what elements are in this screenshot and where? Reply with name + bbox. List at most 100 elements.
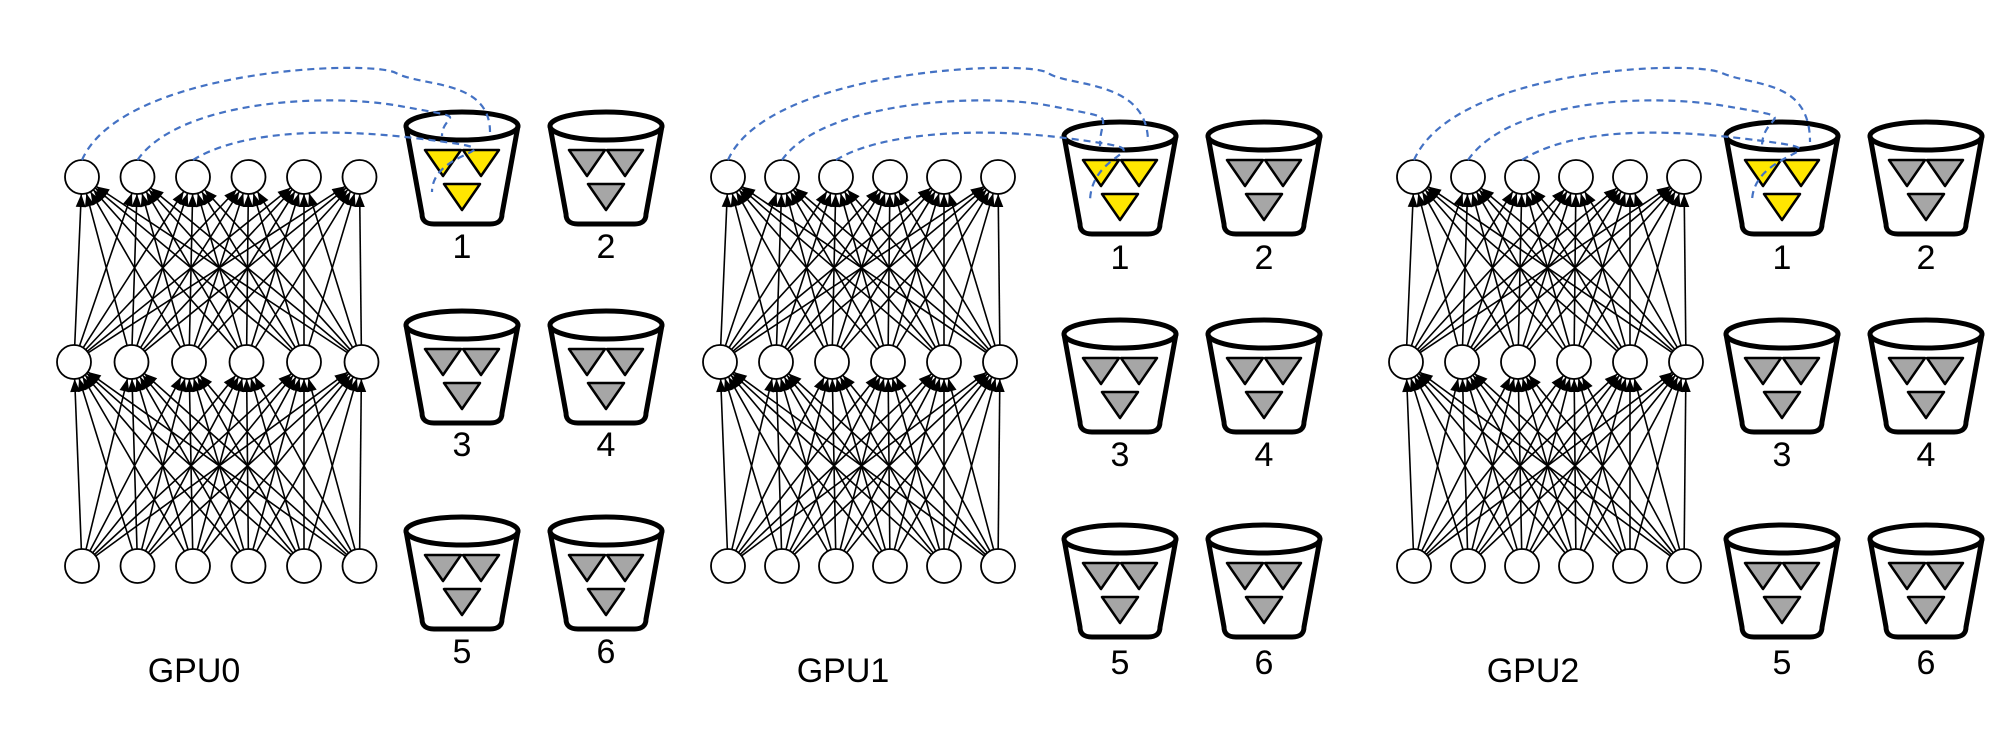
bucket-1: 1 xyxy=(1723,119,1841,277)
bucket-rim xyxy=(403,109,521,143)
edge xyxy=(1416,374,1566,554)
edge xyxy=(1414,190,1514,349)
arrowhead xyxy=(1607,375,1620,389)
highlighted-triangle xyxy=(1100,192,1140,222)
arrowhead xyxy=(335,189,348,203)
arrowhead xyxy=(865,375,878,389)
top-node xyxy=(286,159,322,195)
edge xyxy=(250,192,300,347)
edge xyxy=(997,193,1001,346)
arrowhead xyxy=(930,193,941,208)
arrowhead xyxy=(1664,191,1676,206)
hidden-node xyxy=(758,344,794,380)
edge xyxy=(1423,374,1565,554)
edge xyxy=(78,192,133,347)
edge xyxy=(200,376,297,552)
arrowhead xyxy=(739,189,752,203)
arrowhead xyxy=(307,378,317,393)
arrowhead xyxy=(716,378,727,393)
edge xyxy=(142,188,293,351)
arrowhead xyxy=(146,191,158,206)
arrowhead xyxy=(1625,379,1635,392)
arrowhead xyxy=(946,378,957,393)
arrowhead xyxy=(184,378,195,393)
triangle xyxy=(586,381,626,411)
hidden-node xyxy=(286,344,322,380)
edge xyxy=(1419,371,1671,557)
edge xyxy=(1470,191,1568,348)
triangle xyxy=(1906,595,1946,625)
arrowhead xyxy=(830,193,841,208)
edge xyxy=(1471,378,1515,550)
edge xyxy=(144,376,240,552)
arrowhead xyxy=(883,378,894,393)
arrowhead xyxy=(984,193,995,208)
arrowhead xyxy=(974,373,988,387)
edge xyxy=(1573,193,1577,346)
arrowhead xyxy=(1673,378,1683,393)
arrowhead xyxy=(176,378,187,393)
hidden-node xyxy=(926,344,962,380)
input-node xyxy=(175,548,211,584)
edge xyxy=(843,376,937,552)
edge xyxy=(94,187,292,352)
edge xyxy=(203,189,351,350)
triangle xyxy=(1100,595,1140,625)
arrowhead xyxy=(1625,194,1635,207)
edge xyxy=(831,193,837,346)
edge xyxy=(1472,189,1620,350)
top-node xyxy=(64,159,100,195)
edge xyxy=(1532,374,1676,554)
bucket-label: 5 xyxy=(1111,644,1130,682)
arrowhead xyxy=(1632,378,1643,393)
edge xyxy=(947,193,995,346)
edge xyxy=(1633,378,1681,550)
arrowhead xyxy=(234,378,244,393)
triangle xyxy=(567,553,607,583)
arrowhead xyxy=(338,375,351,389)
edge xyxy=(308,192,358,347)
edge xyxy=(1633,193,1681,346)
edge xyxy=(895,376,991,552)
arrowhead xyxy=(1604,373,1618,387)
bucket-rim xyxy=(1061,317,1179,351)
arrowhead xyxy=(793,189,806,203)
arrowhead xyxy=(785,193,795,208)
arrowhead xyxy=(354,193,365,208)
edge xyxy=(1525,378,1571,550)
arrowhead xyxy=(866,189,879,203)
dashed-link xyxy=(1412,66,1812,161)
top-node xyxy=(341,159,378,195)
bucket-label: 2 xyxy=(1255,239,1274,277)
top-node xyxy=(119,159,156,195)
edge xyxy=(1532,189,1676,350)
bucket-label: 2 xyxy=(1917,239,1936,277)
arrowhead xyxy=(939,379,949,392)
edge xyxy=(85,188,238,351)
arrowhead xyxy=(771,378,782,393)
input-node xyxy=(1450,548,1486,584)
hidden-node xyxy=(1388,344,1424,380)
arrowhead xyxy=(767,193,778,208)
bucket-label: 1 xyxy=(453,228,472,266)
triangle xyxy=(1081,561,1121,591)
edge xyxy=(1583,376,1679,552)
bucket-3: 3 xyxy=(1723,317,1841,474)
edge xyxy=(87,371,347,557)
input-node xyxy=(1612,548,1648,584)
arrowhead xyxy=(150,187,164,200)
arrowhead xyxy=(1561,378,1572,393)
arrowhead xyxy=(140,193,151,208)
arrowhead xyxy=(196,193,207,208)
arrowhead xyxy=(199,375,213,389)
input-node xyxy=(64,548,100,584)
arrowhead xyxy=(123,193,133,207)
edge xyxy=(735,191,825,348)
hidden-node xyxy=(343,344,380,380)
input-node xyxy=(1666,548,1702,584)
dashed-link xyxy=(80,66,492,161)
hidden-node xyxy=(1500,344,1536,380)
edge xyxy=(1417,193,1459,346)
highlighted-triangle xyxy=(1762,192,1802,222)
edge xyxy=(846,189,990,350)
